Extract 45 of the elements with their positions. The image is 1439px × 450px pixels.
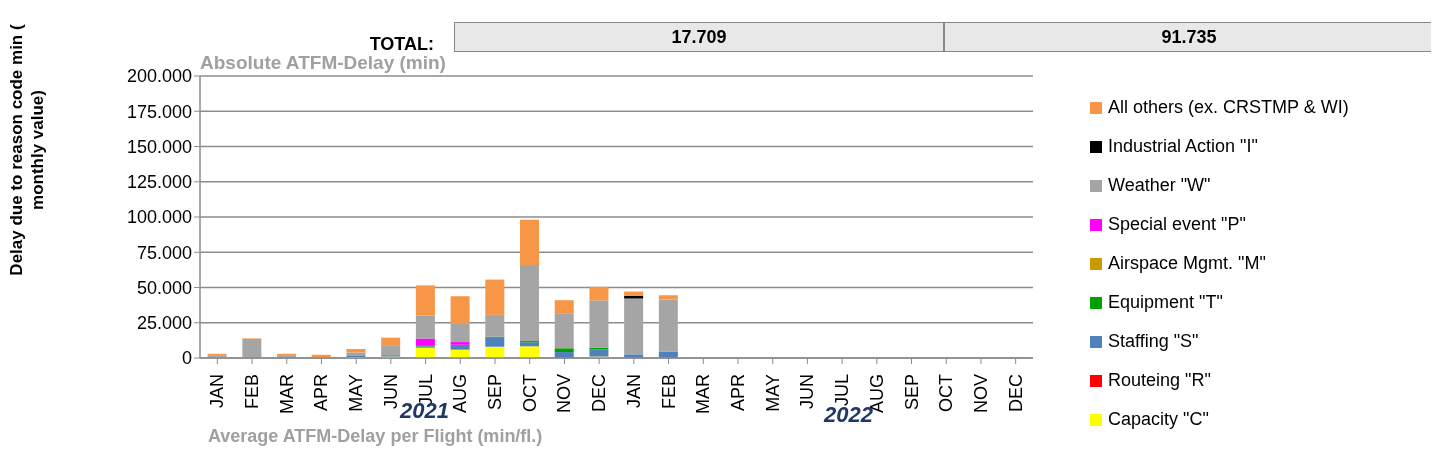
y-tick-label: 75.000 — [136, 242, 192, 263]
x-tick-label: JAN — [623, 374, 644, 409]
x-tick-label: DEC — [589, 374, 610, 413]
y-tick-label: 0 — [181, 348, 192, 369]
y-axis-title: Delay due to reason code min ( monthly value) — [7, 23, 48, 278]
x-tick-label: FEB — [658, 374, 679, 410]
x-tick-label: AUG — [450, 374, 471, 414]
y-tick-label: 150.000 — [126, 136, 192, 157]
text: Average ATFM-Delay per Flight (min/fl.) — [208, 426, 543, 447]
x-tick-label: OCT — [519, 374, 540, 412]
x-tick-label: MAR — [276, 374, 297, 414]
legend-label: Routeing "R" — [1108, 370, 1211, 391]
legend-label: Staffing "S" — [1108, 331, 1199, 352]
text: TOTAL: — [368, 34, 434, 55]
legend-label: Industrial Action "I" — [1108, 136, 1258, 157]
x-tick-label: NOV — [970, 374, 991, 414]
x-tick-label: FEB — [242, 374, 263, 410]
x-tick-label: DEC — [1005, 374, 1026, 413]
y-tick-label: 25.000 — [136, 313, 192, 334]
legend-label: Equipment "T" — [1108, 292, 1223, 313]
legend-label: Airspace Mgmt. "M" — [1108, 253, 1266, 274]
x-tick-label: JUN — [797, 374, 818, 409]
legend-label: All others (ex. CRSTMP & WI) — [1108, 97, 1349, 118]
x-tick-label: MAY — [762, 374, 783, 412]
x-tick-label: NOV — [554, 374, 575, 414]
y-tick-label: 175.000 — [126, 101, 192, 122]
legend-label: Special event "P" — [1108, 214, 1246, 235]
x-tick-label: MAY — [346, 374, 367, 412]
legend-label: Weather "W" — [1108, 175, 1211, 196]
y-tick-label: 200.000 — [126, 66, 192, 87]
x-tick-label: SEP — [901, 374, 922, 411]
x-tick-label: MAR — [693, 374, 714, 414]
x-tick-label: JAN — [207, 374, 228, 409]
legend-label: Capacity "C" — [1108, 409, 1209, 430]
text: 91.735 — [944, 22, 1434, 52]
x-tick-label: APR — [311, 374, 332, 412]
x-tick-label: APR — [727, 374, 748, 412]
y-tick-label: 50.000 — [136, 277, 192, 298]
chart-subtitle: Absolute ATFM-Delay (min) — [200, 52, 446, 74]
x-tick-label: JUN — [380, 374, 401, 409]
x-tick-label: SEP — [485, 374, 506, 411]
x-tick-label: OCT — [936, 374, 957, 412]
y-tick-label: 125.000 — [126, 172, 192, 193]
text: 17.709 — [454, 22, 944, 52]
y-tick-label: 100.000 — [126, 207, 192, 228]
